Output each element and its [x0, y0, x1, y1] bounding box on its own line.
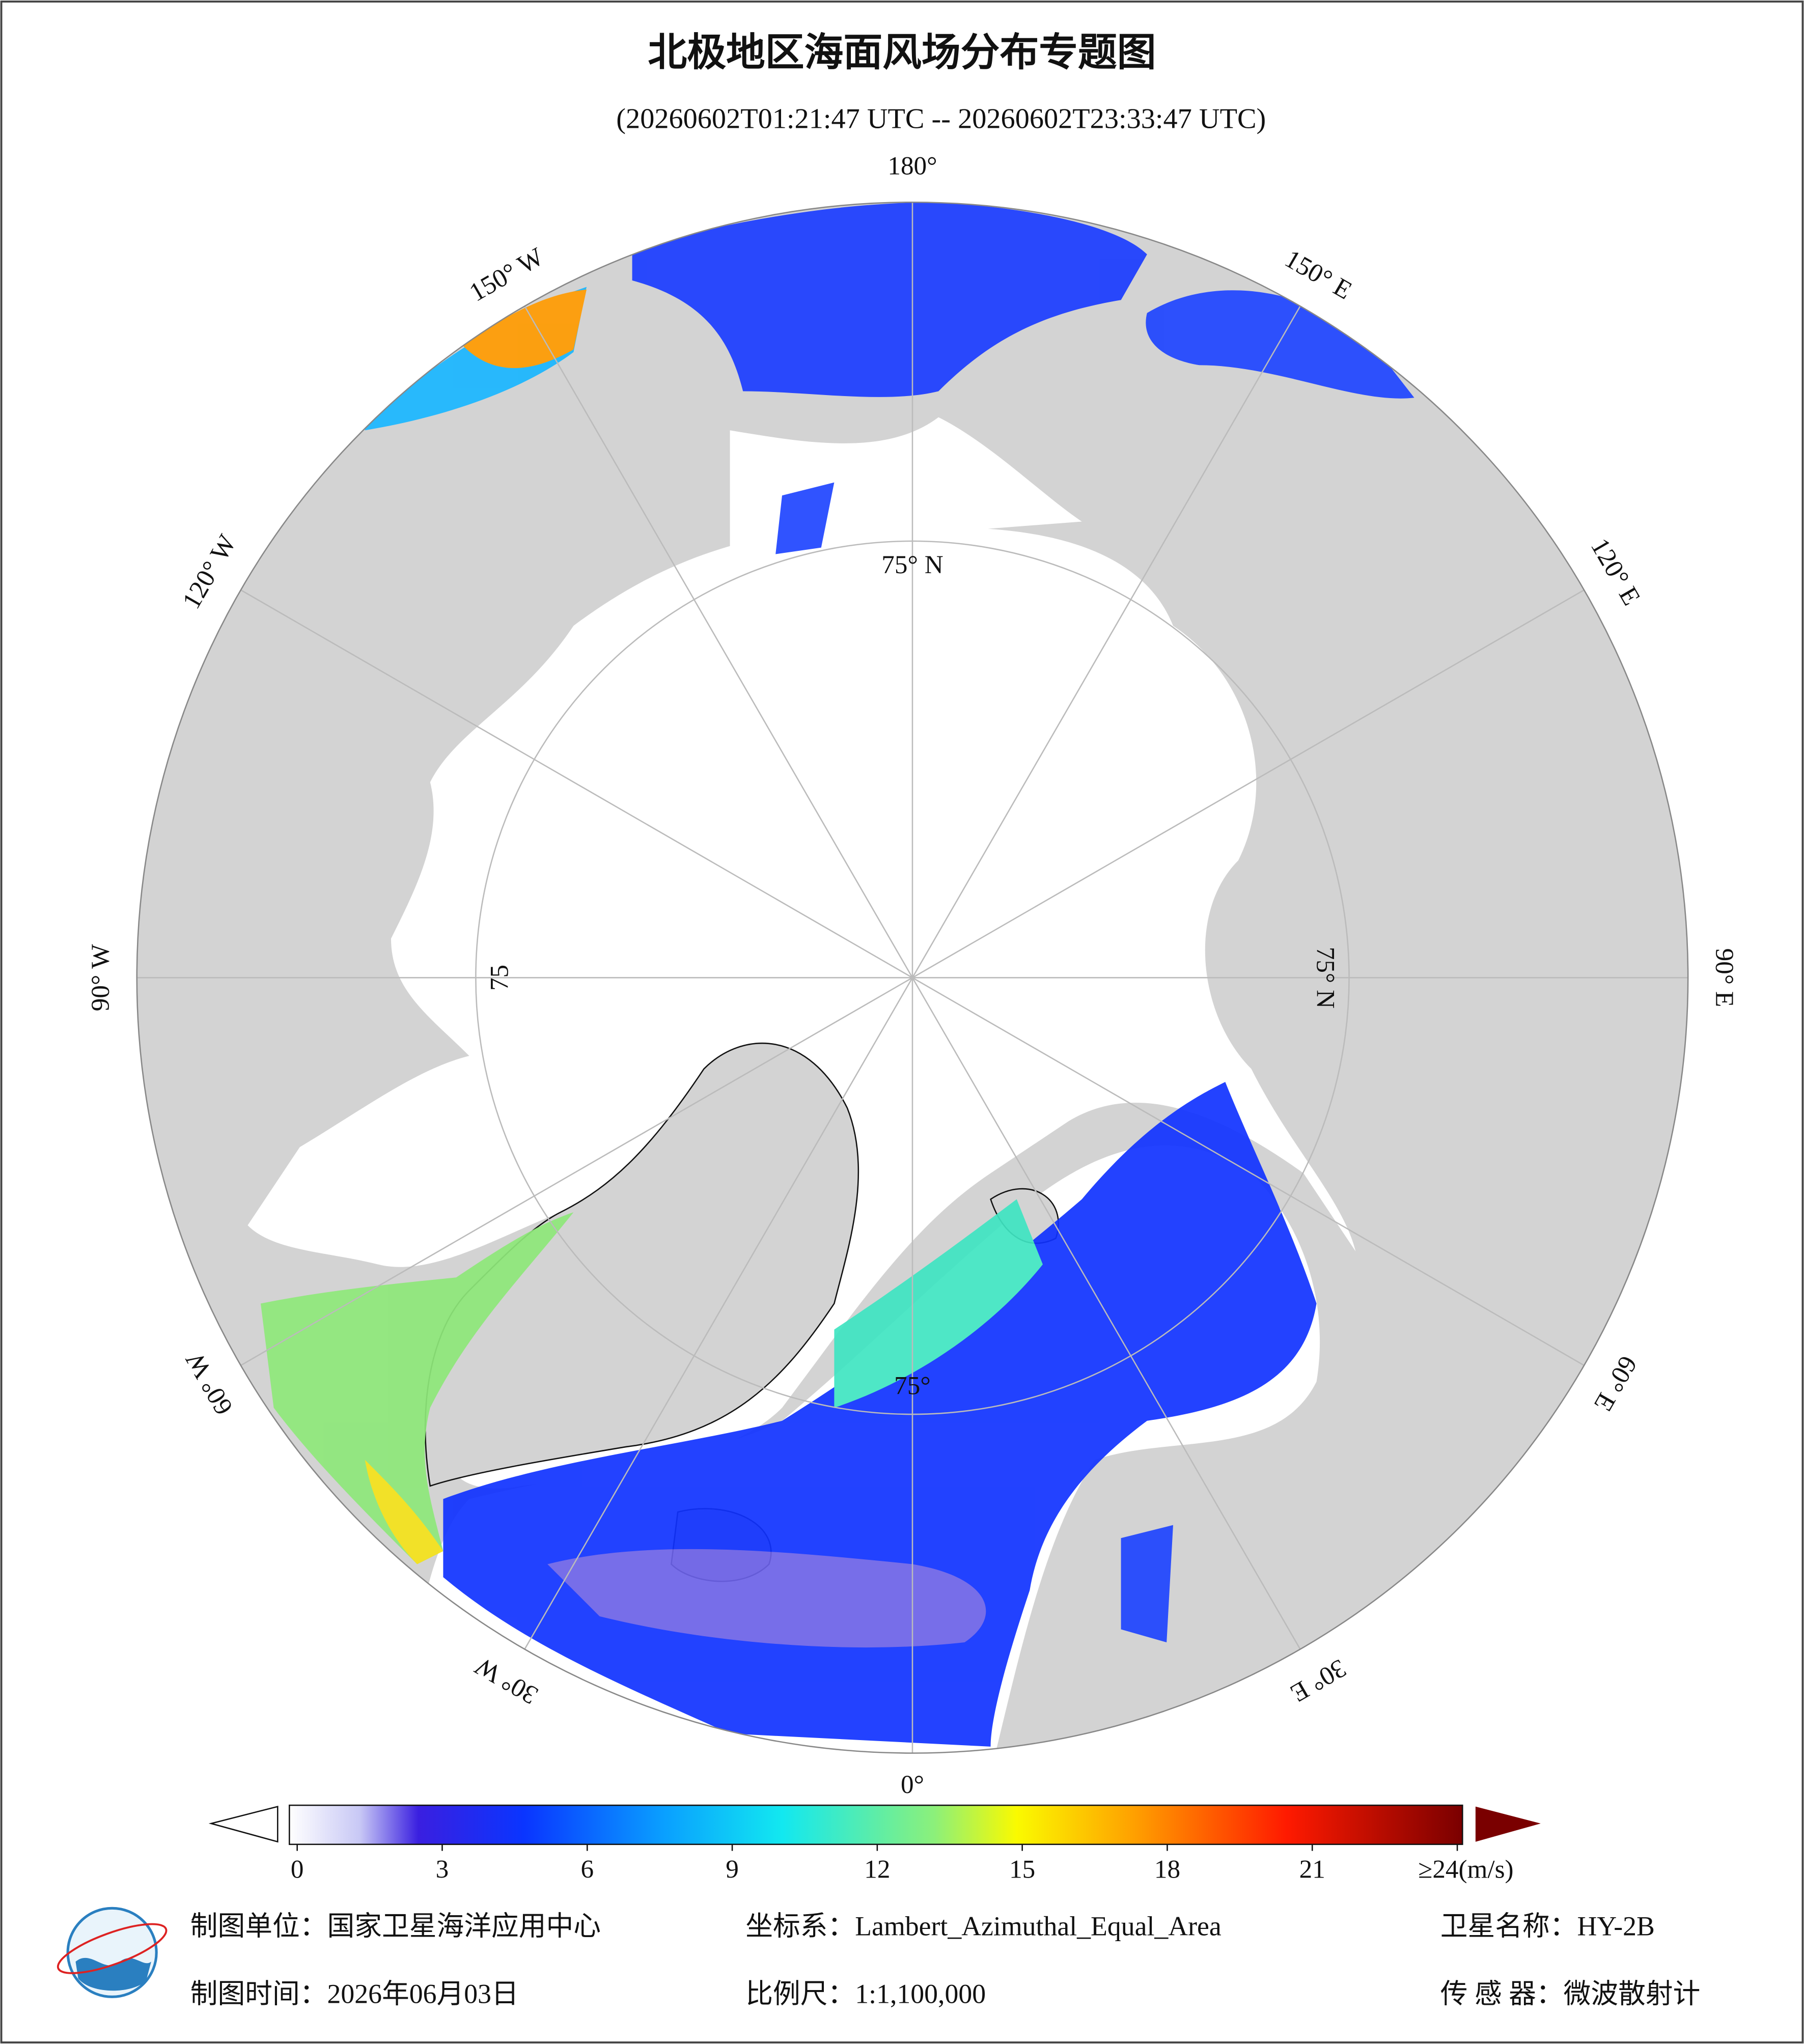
map	[136, 202, 1688, 1753]
footer-crs: 坐标系：Lambert_Azimuthal_Equal_Area	[745, 1911, 1222, 1942]
footer-sensor: 传 感 器：微波散射计	[1440, 1979, 1701, 2009]
meridian-label: 120° E	[1585, 534, 1646, 610]
meridian-line	[912, 977, 1585, 1366]
colorbar-tick-label: 6	[580, 1855, 594, 1884]
colorbar-tick-label: 18	[1154, 1855, 1180, 1884]
meridian-line	[912, 589, 1585, 978]
footer-satellite: 卫星名称：HY-2B	[1440, 1911, 1655, 1942]
parallel-label: 75° N	[1311, 947, 1340, 1009]
footer-date: 制图时间：2026年06月03日	[190, 1979, 519, 2009]
parallel-label: 75°	[894, 1371, 931, 1401]
colorbar-tick-label: 0	[291, 1855, 304, 1884]
title: 北极地区海面风场分布专题图	[648, 30, 1156, 75]
meridian-line	[240, 977, 913, 1366]
colorbar-tick-label: 3	[436, 1855, 449, 1884]
meridian-line	[911, 305, 1301, 978]
footer-unit: 制图单位：国家卫星海洋应用中心	[190, 1911, 601, 1942]
logo	[57, 1907, 168, 1998]
meridian-line	[240, 589, 913, 978]
colorbar-tick-label: ≥24(m/s)	[1418, 1855, 1513, 1884]
meridian-label: 150° E	[1280, 244, 1357, 305]
meridian-label: 150° W	[464, 242, 548, 307]
map-edge	[136, 201, 1689, 1754]
wind-field	[260, 202, 1414, 1747]
meridian-label: 90° W	[86, 944, 115, 1012]
ocean-ice	[247, 527, 1356, 1489]
meridian-label: 180°	[887, 151, 937, 180]
meridian-label: 60° W	[180, 1347, 239, 1420]
colorbar-over	[1475, 1806, 1541, 1842]
meridian-label: 90° E	[1710, 948, 1739, 1007]
meridian-label: 30° E	[1286, 1654, 1351, 1708]
colorbar-ramp	[289, 1804, 1463, 1845]
meridian-line	[524, 305, 913, 978]
colorbar-tick-label: 15	[1009, 1855, 1035, 1884]
parallel-label: 75	[485, 965, 514, 991]
graticule	[136, 202, 1688, 1753]
meridian-line	[911, 977, 1301, 1650]
footer-scale: 比例尺：1:1,100,000	[745, 1979, 986, 2009]
meridian-label: 60° E	[1588, 1351, 1643, 1416]
parallel-label: 75° N	[881, 550, 943, 579]
colorbar-tick-label: 9	[726, 1855, 739, 1884]
meridian-line	[524, 977, 913, 1650]
colorbar: 0 3 6 9 12 15 18 21 ≥24(m/s)	[208, 1804, 1541, 1884]
meridian-label: 120° W	[177, 529, 242, 613]
meridian-label: 0°	[901, 1770, 924, 1799]
colorbar-under	[208, 1805, 279, 1843]
subtitle: (20260602T01:21:47 UTC -- 20260602T23:33…	[616, 103, 1266, 134]
colorbar-tick-label: 12	[864, 1855, 890, 1884]
meridian-label: 30° W	[470, 1651, 543, 1710]
colorbar-tick-label: 21	[1299, 1855, 1325, 1884]
